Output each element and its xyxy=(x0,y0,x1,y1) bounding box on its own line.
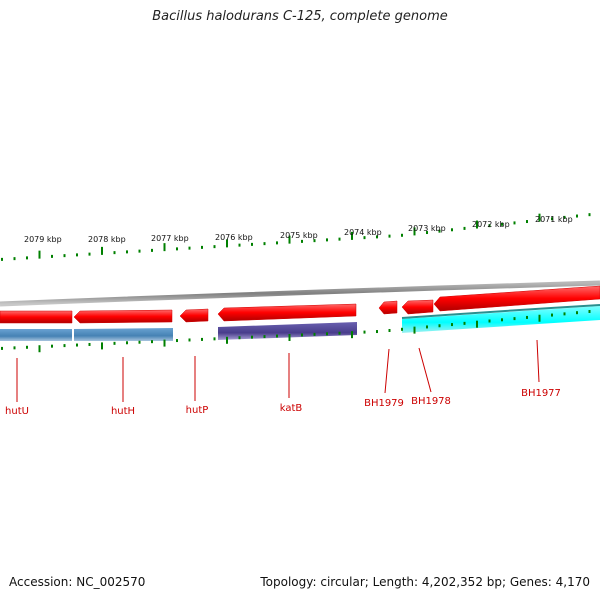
genome-title: Bacillus halodurans C-125, complete geno… xyxy=(152,9,448,24)
callout-line xyxy=(384,348,390,394)
gene-label-hutH: hutH xyxy=(111,406,135,417)
genome-summary: Topology: circular; Length: 4,202,352 bp… xyxy=(260,575,590,589)
feature-track xyxy=(0,285,600,341)
gene-BH1977 xyxy=(433,285,600,312)
feature-block-steelblue xyxy=(74,328,173,341)
gene-labels: hutU hutH hutP katB BH1979 BH1978 BH1977 xyxy=(5,339,561,417)
gene-label-hutP: hutP xyxy=(186,405,209,416)
gene-label-BH1979: BH1979 xyxy=(364,398,404,409)
scale-labels: 2079 kbp 2078 kbp 2077 kbp 2076 kbp 2075 kbp… xyxy=(24,215,573,244)
gene-label-hutU: hutU xyxy=(5,406,29,417)
genome-backbone xyxy=(0,280,600,307)
gene-katB xyxy=(217,303,357,322)
scale-label: 2073 kbp xyxy=(408,224,446,233)
outer-scale-ticks xyxy=(1,213,591,261)
callout-line xyxy=(536,339,540,383)
gene-BH1978 xyxy=(401,299,434,315)
feature-edge xyxy=(401,304,600,319)
gene-hutU xyxy=(0,310,73,324)
feature-block-slateblue xyxy=(218,322,357,340)
scale-label: 2079 kbp xyxy=(24,235,62,244)
gene-label-BH1977: BH1977 xyxy=(521,388,561,399)
scale-label: 2075 kbp xyxy=(280,231,318,240)
inner-scale-ticks xyxy=(1,309,591,353)
accession-label: Accession: NC_002570 xyxy=(9,575,146,589)
scale-label: 2076 kbp xyxy=(215,233,253,242)
gene-BH1979 xyxy=(378,300,398,315)
gene-label-katB: katB xyxy=(280,403,303,414)
gene-hutP xyxy=(179,308,209,323)
scale-label: 2071 kbp xyxy=(535,215,573,224)
scale-label: 2074 kbp xyxy=(344,228,382,237)
scale-label: 2078 kbp xyxy=(88,235,126,244)
feature-block-steelblue xyxy=(0,329,72,341)
scale-label: 2072 kbp xyxy=(472,220,510,229)
callout-line xyxy=(418,347,432,393)
gene-hutH xyxy=(73,309,173,324)
scale-label: 2077 kbp xyxy=(151,234,189,243)
gene-label-BH1978: BH1978 xyxy=(411,396,451,407)
